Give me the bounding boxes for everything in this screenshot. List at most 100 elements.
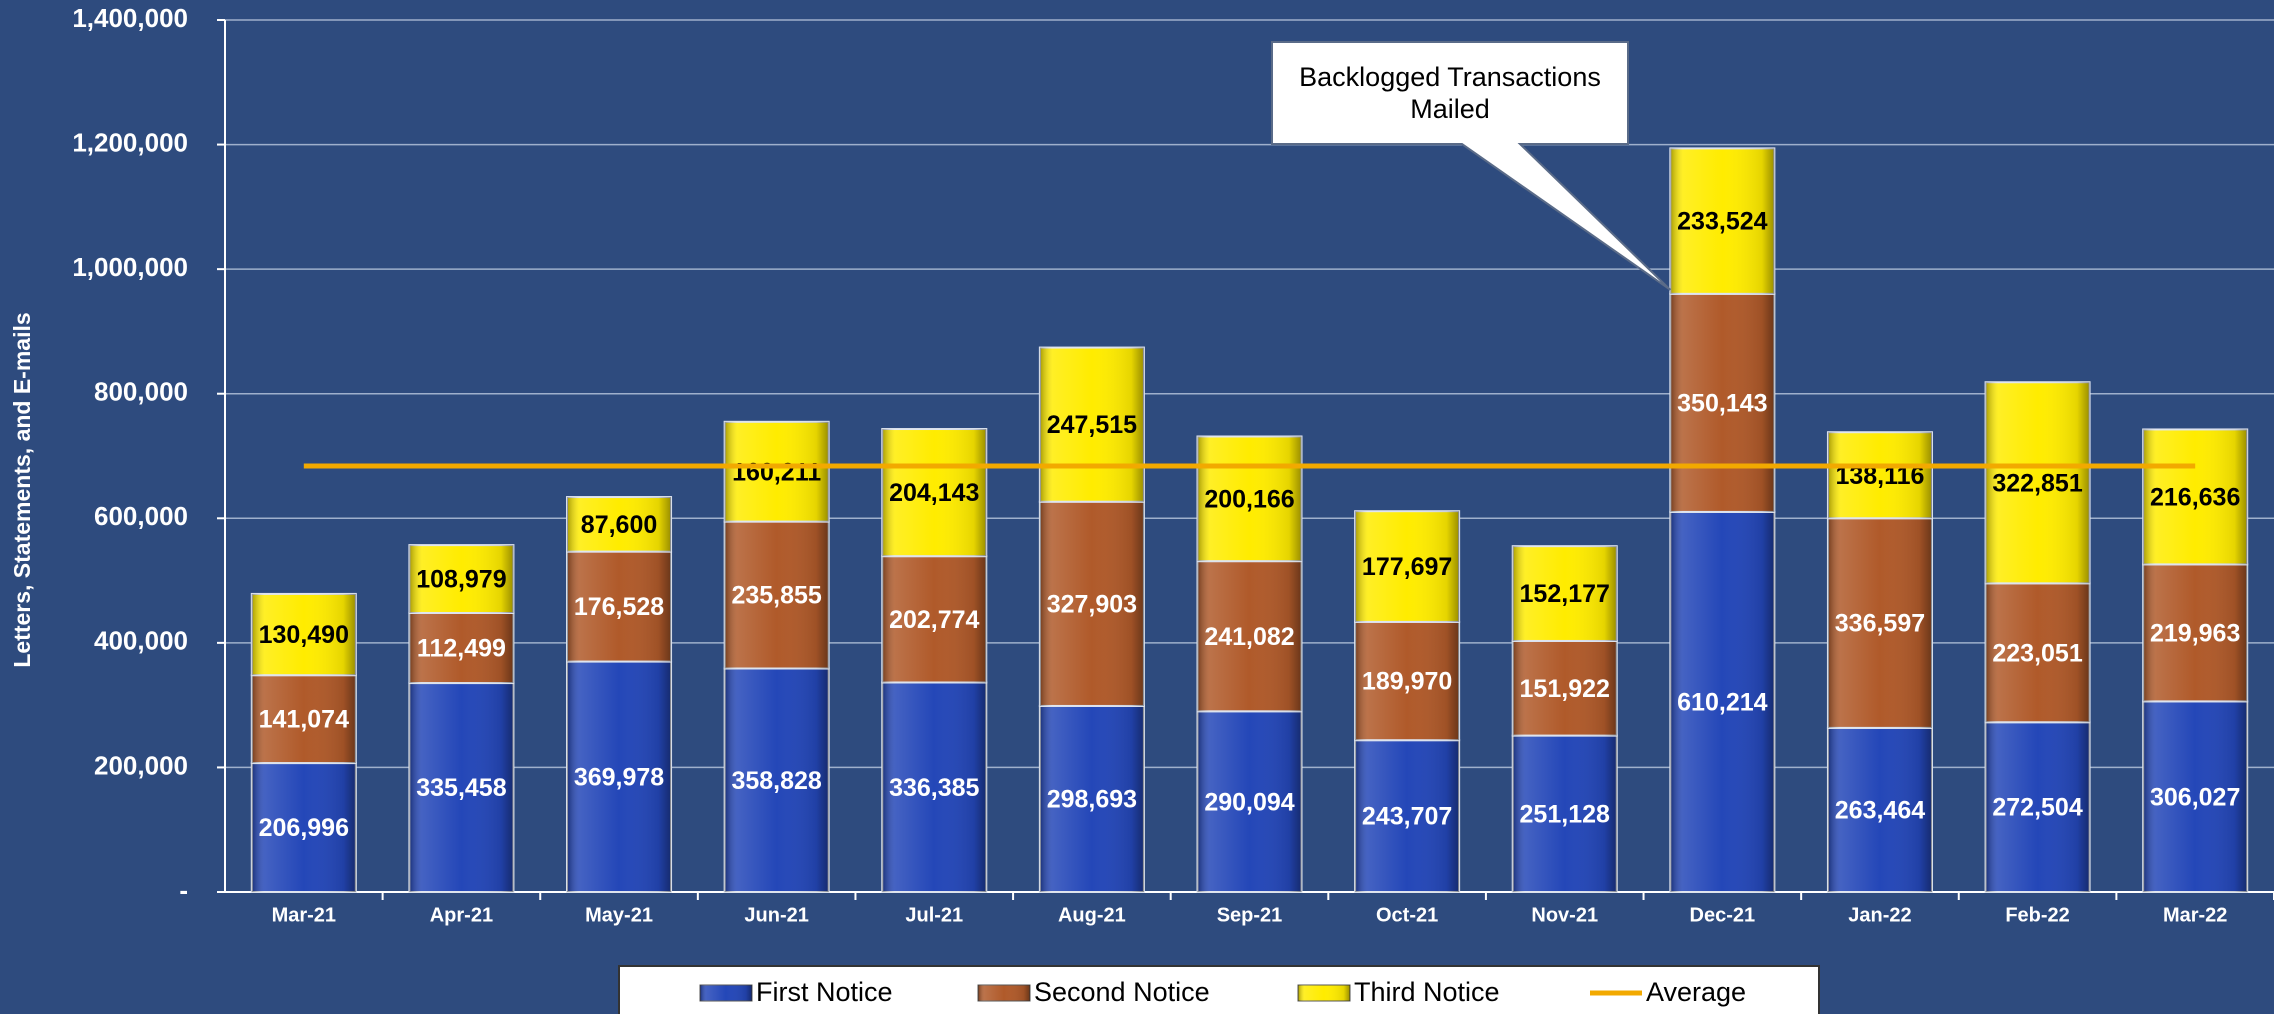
bar-shade bbox=[1670, 511, 1775, 892]
data-label: 290,094 bbox=[1204, 788, 1294, 816]
data-label: 112,499 bbox=[417, 635, 506, 663]
bar-shade bbox=[1670, 293, 1775, 512]
bar-shade bbox=[724, 668, 829, 892]
data-label: 200,166 bbox=[1204, 485, 1294, 513]
bar-shade bbox=[2143, 701, 2248, 892]
x-tick-label: Nov-21 bbox=[1531, 904, 1598, 926]
data-label: 322,851 bbox=[1992, 469, 2082, 497]
bar-shade bbox=[567, 661, 672, 892]
callout-box bbox=[1271, 41, 1672, 291]
x-tick-label: Mar-21 bbox=[272, 904, 336, 926]
data-label: 263,464 bbox=[1835, 797, 1925, 825]
y-tick-label: 1,000,000 bbox=[72, 252, 188, 282]
bar-shade bbox=[409, 683, 514, 892]
data-label: 327,903 bbox=[1047, 590, 1137, 618]
data-label: 272,504 bbox=[1992, 794, 2082, 822]
data-label: 243,707 bbox=[1362, 803, 1452, 831]
bar-shade bbox=[1827, 727, 1932, 892]
bar-shade bbox=[1355, 740, 1460, 892]
data-label: 223,051 bbox=[1992, 639, 2082, 667]
bar-shade bbox=[1197, 561, 1302, 712]
bar-shade bbox=[724, 421, 829, 522]
data-label: 141,074 bbox=[259, 706, 349, 734]
data-label: 176,528 bbox=[574, 593, 664, 621]
y-tick-label: 400,000 bbox=[94, 626, 188, 656]
x-tick-label: Mar-22 bbox=[2163, 904, 2227, 926]
bar-shade bbox=[1827, 432, 1932, 519]
bar-shade bbox=[882, 556, 987, 683]
data-label: 219,963 bbox=[2150, 619, 2240, 647]
bar-shade bbox=[882, 682, 987, 892]
bar-shade bbox=[2143, 429, 2248, 565]
bar-shade bbox=[1039, 501, 1144, 706]
data-label: 87,600 bbox=[581, 511, 657, 539]
data-label: 177,697 bbox=[1362, 553, 1452, 581]
bar-shade bbox=[1197, 711, 1302, 892]
bar-shade bbox=[251, 675, 356, 764]
x-tick-label: Aug-21 bbox=[1058, 904, 1126, 926]
data-label: 189,970 bbox=[1362, 668, 1452, 696]
bar-shade bbox=[1985, 382, 2090, 584]
data-label: 130,490 bbox=[259, 621, 349, 649]
data-label: 160,211 bbox=[732, 458, 821, 486]
bar-shade bbox=[1512, 546, 1617, 641]
bar-shade bbox=[724, 521, 829, 669]
data-label: 204,143 bbox=[889, 479, 979, 507]
data-label: 358,828 bbox=[731, 767, 821, 795]
data-label: 202,774 bbox=[889, 606, 979, 634]
y-tick-label: - bbox=[179, 875, 188, 905]
legend-swatch-shade bbox=[1298, 985, 1350, 1001]
bar-shade bbox=[409, 612, 514, 684]
data-label: 151,922 bbox=[1520, 675, 1610, 703]
bar-shade bbox=[882, 429, 987, 557]
data-label: 306,027 bbox=[2150, 783, 2240, 811]
y-axis-title: Letters, Statements, and E-mails bbox=[9, 312, 35, 667]
data-label: 152,177 bbox=[1520, 580, 1610, 608]
bar-shade bbox=[1670, 148, 1775, 294]
legend-label: Second Notice bbox=[1034, 977, 1210, 1007]
bar-shade bbox=[1512, 640, 1617, 736]
bar-shade bbox=[1985, 722, 2090, 892]
data-label: 247,515 bbox=[1047, 411, 1137, 439]
legend-label: First Notice bbox=[756, 977, 893, 1007]
bar-shade bbox=[1985, 583, 2090, 723]
data-label: 206,996 bbox=[259, 814, 349, 842]
bar-shade bbox=[1197, 436, 1302, 562]
data-label: 251,128 bbox=[1520, 800, 1610, 828]
data-label: 369,978 bbox=[574, 763, 664, 791]
annotation: Backlogged Transactions Mailed bbox=[1299, 61, 1601, 124]
y-tick-label: 1,400,000 bbox=[72, 3, 188, 33]
bar-shade bbox=[1512, 735, 1617, 892]
data-label: 241,082 bbox=[1204, 623, 1294, 651]
x-tick-label: Jan-22 bbox=[1848, 904, 1911, 926]
legend-label: Third Notice bbox=[1354, 977, 1500, 1007]
bar-shade bbox=[1039, 705, 1144, 892]
data-label: 610,214 bbox=[1677, 689, 1767, 717]
legend-swatch-shade bbox=[978, 985, 1030, 1001]
y-tick-label: 1,200,000 bbox=[72, 127, 188, 157]
data-label: 335,458 bbox=[416, 774, 506, 802]
legend-label: Average bbox=[1646, 977, 1746, 1007]
data-label: 235,855 bbox=[731, 582, 821, 610]
bar-shade bbox=[409, 545, 514, 613]
x-tick-label: Sep-21 bbox=[1217, 904, 1283, 926]
x-tick-label: Dec-21 bbox=[1690, 904, 1756, 926]
legend-swatch-shade bbox=[700, 985, 752, 1001]
data-label: 336,597 bbox=[1835, 610, 1925, 638]
bar-shade bbox=[2143, 564, 2248, 702]
bar-shade bbox=[1355, 511, 1460, 622]
x-tick-label: Apr-21 bbox=[430, 904, 493, 926]
bar-shade bbox=[251, 593, 356, 676]
bar-shade bbox=[1039, 347, 1144, 502]
bar-shade bbox=[1827, 518, 1932, 728]
x-tick-label: Jul-21 bbox=[905, 904, 963, 926]
legend: First Notice Second Notice Third Notice Ave… bbox=[618, 965, 1820, 1014]
data-label: 298,693 bbox=[1047, 786, 1137, 814]
bar-shade bbox=[567, 551, 672, 662]
y-tick-label: 200,000 bbox=[94, 750, 188, 780]
y-tick-label: 800,000 bbox=[94, 377, 188, 407]
data-label: 336,385 bbox=[889, 774, 979, 802]
data-label: 216,636 bbox=[2150, 484, 2240, 512]
x-tick-label: Jun-21 bbox=[744, 904, 808, 926]
